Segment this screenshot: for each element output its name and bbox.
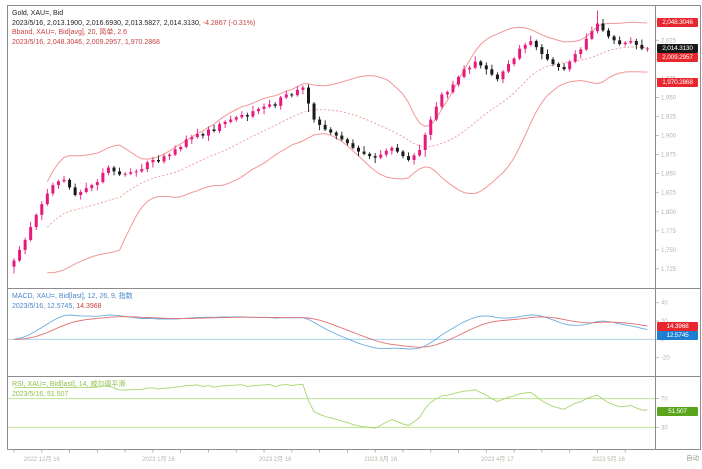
svg-text:-20: -20	[661, 356, 670, 362]
price-tag-upper-band: 2,048.3046	[657, 18, 698, 27]
macd-tag-macd: 12.5745	[657, 330, 698, 340]
svg-text:30: 30	[661, 425, 668, 431]
svg-text:1,850: 1,850	[661, 172, 677, 178]
svg-text:2023 4月 17: 2023 4月 17	[481, 456, 514, 463]
rsi-tag-value: 51.507	[657, 407, 698, 417]
svg-text:2023 3月 16: 2023 3月 16	[364, 456, 397, 463]
price-tag-lower-band: 1,970.2868	[657, 77, 698, 87]
svg-text:2022 12月 16: 2022 12月 16	[24, 456, 61, 463]
svg-text:1,750: 1,750	[661, 248, 677, 254]
svg-text:2,025: 2,025	[661, 38, 677, 44]
price-axis[interactable]	[656, 6, 702, 449]
svg-text:1,800: 1,800	[661, 210, 677, 216]
time-axis[interactable]	[7, 450, 701, 468]
price-tag-middle-band: 2,009.2957	[657, 52, 698, 62]
svg-text:2023 1月 16: 2023 1月 16	[142, 456, 175, 463]
svg-text:1,825: 1,825	[661, 191, 677, 197]
svg-text:1,775: 1,775	[661, 229, 677, 235]
svg-text:0: 0	[661, 337, 665, 343]
svg-text:70: 70	[661, 397, 668, 403]
svg-text:2023 5月 16: 2023 5月 16	[592, 456, 625, 463]
price-tag-last-price: 2,014.3130	[657, 43, 698, 53]
svg-text:1,875: 1,875	[661, 153, 677, 159]
svg-text:40: 40	[661, 301, 668, 307]
svg-text:1,725: 1,725	[661, 267, 677, 273]
svg-text:2023 2月 16: 2023 2月 16	[259, 456, 292, 463]
svg-text:1,925: 1,925	[661, 115, 677, 121]
auto-scale-label[interactable]: 自动	[686, 455, 699, 462]
svg-text:1,900: 1,900	[661, 134, 677, 140]
macd-tag-signal: 14.3968	[657, 321, 698, 331]
svg-text:1,950: 1,950	[661, 95, 677, 101]
